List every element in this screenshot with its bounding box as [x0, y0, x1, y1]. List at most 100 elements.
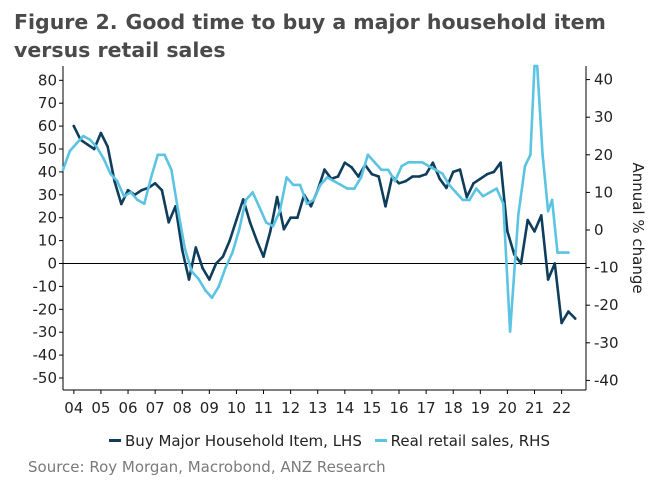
- data-point-buy: [418, 175, 421, 178]
- data-point-retail: [237, 228, 241, 232]
- data-point-retail: [550, 198, 554, 202]
- x-tick-label: 21: [525, 399, 544, 417]
- data-point-buy: [194, 246, 198, 249]
- data-point-retail: [567, 251, 570, 254]
- y-left-tick-label: 40: [38, 163, 57, 181]
- data-point-buy: [255, 239, 259, 242]
- data-point-buy: [458, 168, 462, 171]
- y-left-tick-label: 50: [38, 140, 57, 158]
- legend-label-retail: Real retail sales, RHS: [390, 431, 550, 450]
- data-point-buy: [533, 230, 536, 233]
- data-point-buy: [248, 221, 252, 224]
- series-layer: [61, 64, 577, 333]
- data-point-retail: [523, 164, 527, 168]
- data-point-retail: [109, 172, 112, 175]
- data-point-buy: [275, 195, 279, 199]
- data-point-buy: [357, 175, 360, 178]
- x-tick-label: 17: [417, 399, 436, 417]
- data-point-retail: [75, 142, 78, 145]
- data-point-buy: [546, 278, 550, 281]
- data-point-buy: [282, 227, 286, 231]
- data-point-buy: [126, 188, 130, 192]
- data-point-retail: [461, 198, 465, 202]
- y-left-tick-label: 70: [38, 94, 57, 112]
- data-point-retail: [312, 198, 316, 202]
- data-point-retail: [517, 213, 520, 217]
- data-point-retail: [414, 161, 417, 164]
- data-point-retail: [258, 206, 261, 209]
- data-point-buy: [296, 216, 299, 219]
- data-point-buy: [269, 230, 272, 233]
- y-left-tick-label: 60: [38, 117, 57, 135]
- tick-label-layer: 80 70 60 50 40 30 20 10 0 -10 -20 -30 -40 -50 40 30 20 10…: [33, 71, 648, 417]
- data-point-buy: [519, 262, 523, 265]
- data-point-retail: [183, 247, 187, 251]
- data-point-buy: [187, 278, 191, 281]
- data-point-retail: [156, 153, 160, 157]
- y-left-tick-label: -10: [33, 277, 58, 295]
- data-point-retail: [224, 266, 227, 269]
- data-point-buy: [438, 177, 442, 181]
- data-point-buy: [343, 161, 347, 164]
- data-point-retail: [393, 179, 397, 183]
- data-point-retail: [533, 64, 536, 68]
- data-point-buy: [560, 321, 563, 325]
- data-point-buy: [221, 255, 225, 258]
- y-left-tick-label: 30: [38, 186, 57, 204]
- data-point-retail: [170, 168, 173, 172]
- data-point-buy: [384, 205, 387, 208]
- data-point-retail: [149, 176, 153, 179]
- data-point-retail: [292, 183, 295, 187]
- data-point-buy: [567, 310, 570, 313]
- data-point-buy: [99, 131, 103, 135]
- y-right-tick-label: 10: [594, 183, 613, 201]
- x-tick-label: 16: [389, 399, 408, 417]
- data-point-buy: [540, 214, 543, 217]
- legend-item-retail: Real retail sales, RHS: [374, 431, 550, 450]
- data-point-retail: [217, 285, 221, 288]
- data-point-retail: [231, 251, 234, 254]
- y-right-tick-label: 40: [594, 71, 613, 89]
- x-tick-label: 13: [308, 399, 327, 417]
- data-point-buy: [377, 175, 381, 178]
- legend-swatch-retail: [374, 439, 387, 442]
- data-point-retail: [251, 191, 254, 194]
- data-point-retail: [535, 64, 539, 68]
- data-point-buy: [370, 172, 374, 176]
- data-point-buy: [289, 216, 292, 219]
- data-point-buy: [72, 124, 76, 128]
- data-point-retail: [529, 153, 532, 157]
- data-point-retail: [407, 161, 410, 164]
- data-point-retail: [271, 224, 275, 228]
- x-tick-label: 11: [254, 399, 273, 417]
- chart-title: Figure 2. Good time to buy a major househ…: [14, 8, 654, 64]
- data-point-buy: [167, 221, 170, 224]
- data-point-retail: [88, 138, 92, 142]
- data-point-retail: [305, 202, 309, 205]
- data-point-retail: [546, 209, 550, 213]
- x-tick-label: 06: [118, 399, 137, 417]
- y-right-tick-label: 0: [594, 221, 604, 239]
- x-tick-label: 10: [227, 399, 246, 417]
- data-point-buy: [153, 182, 157, 185]
- data-point-retail: [427, 164, 431, 168]
- data-point-buy: [160, 188, 164, 192]
- data-point-retail: [454, 191, 458, 194]
- x-tick-label: 07: [146, 399, 165, 417]
- data-point-retail: [481, 194, 485, 198]
- y-right-tick-label: -10: [594, 259, 619, 277]
- data-point-buy: [485, 172, 489, 176]
- data-point-retail: [495, 187, 498, 190]
- data-point-retail: [210, 296, 214, 300]
- data-point-retail: [366, 153, 370, 157]
- data-point-buy: [86, 143, 89, 146]
- data-point-buy: [492, 170, 496, 174]
- data-point-buy: [350, 166, 353, 169]
- x-tick-label: 08: [173, 399, 192, 417]
- data-point-retail: [441, 172, 444, 175]
- data-point-buy: [262, 255, 265, 258]
- data-point-retail: [434, 168, 437, 172]
- data-point-retail: [475, 187, 478, 190]
- x-tick-label: 09: [200, 399, 219, 417]
